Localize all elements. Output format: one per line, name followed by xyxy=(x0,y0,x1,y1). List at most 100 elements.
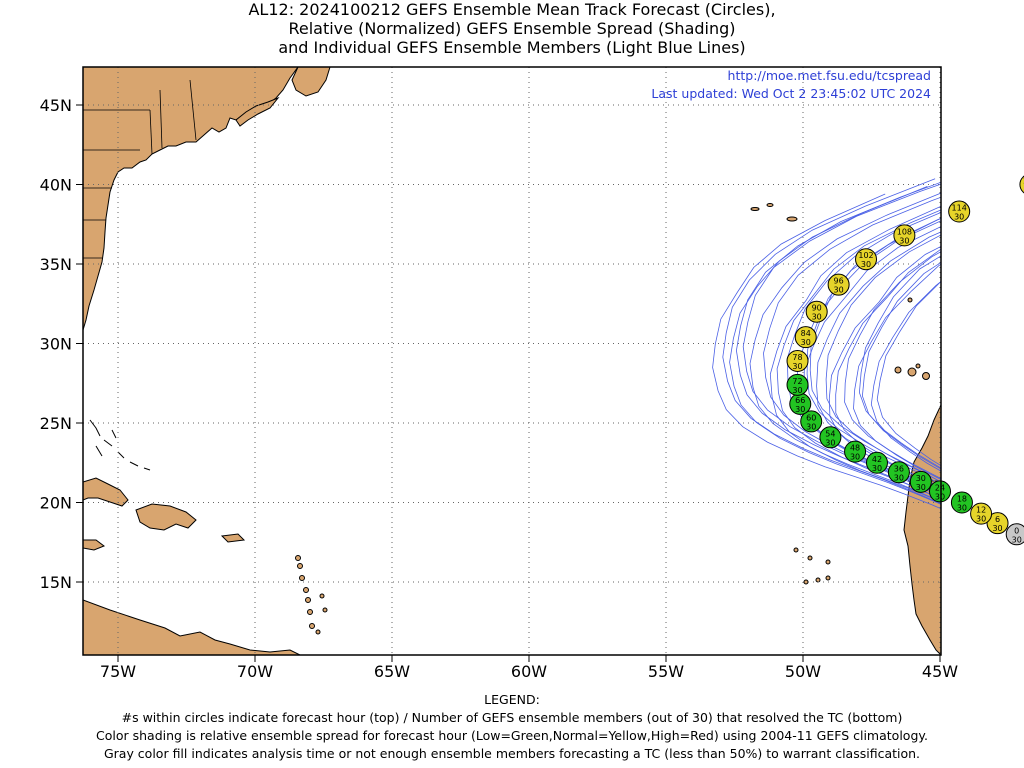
ocean-background xyxy=(83,67,941,655)
forecast-hour-label: 54 xyxy=(825,429,835,438)
forecast-hour-label: 24 xyxy=(935,483,945,492)
ensemble-member-line xyxy=(712,193,941,510)
land-layer xyxy=(83,67,941,655)
azores xyxy=(750,203,798,222)
track-point[interactable]: 030 xyxy=(1005,523,1024,546)
ensemble-member-line xyxy=(763,196,941,496)
ensemble-member-line xyxy=(853,263,941,480)
forecast-hour-label: 0 xyxy=(1014,526,1019,535)
map-title-line-3: and Individual GEFS Ensemble Members (Li… xyxy=(278,38,746,57)
ensemble-member-line xyxy=(722,178,941,505)
track-circle xyxy=(986,512,1009,535)
member-count-label: 30 xyxy=(792,362,802,371)
track-circle xyxy=(950,491,973,514)
lon-tick-label: 60W xyxy=(511,662,547,681)
track-circle xyxy=(786,373,809,396)
member-count-label: 30 xyxy=(792,386,802,395)
member-count-label: 30 xyxy=(812,313,822,322)
map-title-line-1: AL12: 2024100212 GEFS Ensemble Mean Trac… xyxy=(248,0,776,19)
forecast-hour-label: 84 xyxy=(801,329,811,338)
member-count-label: 30 xyxy=(861,260,871,269)
forecast-hour-label: 60 xyxy=(806,413,816,422)
ensemble-member-line xyxy=(825,234,941,483)
member-count-label: 30 xyxy=(957,504,967,513)
legend-line-2: Color shading is relative ensemble sprea… xyxy=(96,728,928,743)
state-boundaries xyxy=(83,79,197,259)
ensemble-member-line xyxy=(729,186,941,505)
land-newfoundland xyxy=(291,67,331,97)
track-circle xyxy=(786,349,809,372)
map-title-line-2: Relative (Normalized) GEFS Ensemble Spre… xyxy=(288,19,736,38)
forecast-hour-label: 108 xyxy=(897,227,912,236)
forecast-hour-label: 18 xyxy=(957,495,967,504)
track-circle xyxy=(929,480,951,503)
member-count-label: 30 xyxy=(954,213,964,222)
canary-islands xyxy=(894,363,930,380)
track-point[interactable]: 630 xyxy=(986,512,1009,535)
land-hispaniola xyxy=(135,503,197,531)
track-point[interactable]: 12030 xyxy=(1019,174,1024,195)
track-circle xyxy=(794,326,817,349)
member-count-label: 30 xyxy=(976,515,986,524)
credit-url[interactable]: http://moe.met.fsu.edu/tcspread xyxy=(728,68,931,83)
track-circle xyxy=(948,200,971,223)
lon-tick-label: 55W xyxy=(648,662,684,681)
mean-track: 0306301230183024303030363042304830543060… xyxy=(786,174,1024,546)
legend-line-1: #s within circles indicate forecast hour… xyxy=(121,710,903,725)
madeira xyxy=(907,297,913,303)
track-circle xyxy=(909,470,932,493)
member-count-label: 30 xyxy=(834,286,844,295)
track-circle xyxy=(893,224,916,247)
track-circle xyxy=(844,440,867,463)
lesser-antilles xyxy=(295,555,328,635)
member-count-label: 30 xyxy=(935,492,945,501)
forecast-hour-label: 78 xyxy=(792,353,802,362)
member-count-label: 30 xyxy=(850,453,860,462)
member-count-label: 30 xyxy=(806,422,816,431)
member-count-label: 30 xyxy=(825,438,835,447)
lat-tick-label: 30N xyxy=(40,335,72,354)
lat-tick-label: 40N xyxy=(40,176,72,195)
ensemble-member-line xyxy=(816,231,941,489)
forecast-hour-label: 66 xyxy=(795,396,805,405)
forecast-hour-label: 6 xyxy=(995,515,1000,524)
track-circle xyxy=(865,451,888,474)
forecast-hour-label: 120 xyxy=(1023,177,1024,186)
ensemble-member-line xyxy=(858,255,941,469)
ensemble-member-line xyxy=(776,209,941,500)
forecast-hour-label: 12 xyxy=(976,506,986,515)
forecast-hour-label: 42 xyxy=(872,455,882,464)
forecast-hour-label: 90 xyxy=(812,304,822,313)
track-circle xyxy=(819,426,842,449)
lat-tick-label: 35N xyxy=(40,255,72,274)
land-cuba xyxy=(83,477,129,507)
forecast-hour-label: 102 xyxy=(858,251,873,260)
lat-tick-label: 45N xyxy=(40,96,72,115)
lon-tick-label: 70W xyxy=(237,662,273,681)
credit-updated: Last updated: Wed Oct 2 23:45:02 UTC 202… xyxy=(651,86,931,101)
lon-tick-label: 50W xyxy=(785,662,821,681)
track-circle xyxy=(827,273,850,296)
member-count-label: 30 xyxy=(872,464,882,473)
map-frame xyxy=(82,66,942,656)
ensemble-member-line xyxy=(806,218,941,486)
member-count-label: 30 xyxy=(1012,535,1022,544)
